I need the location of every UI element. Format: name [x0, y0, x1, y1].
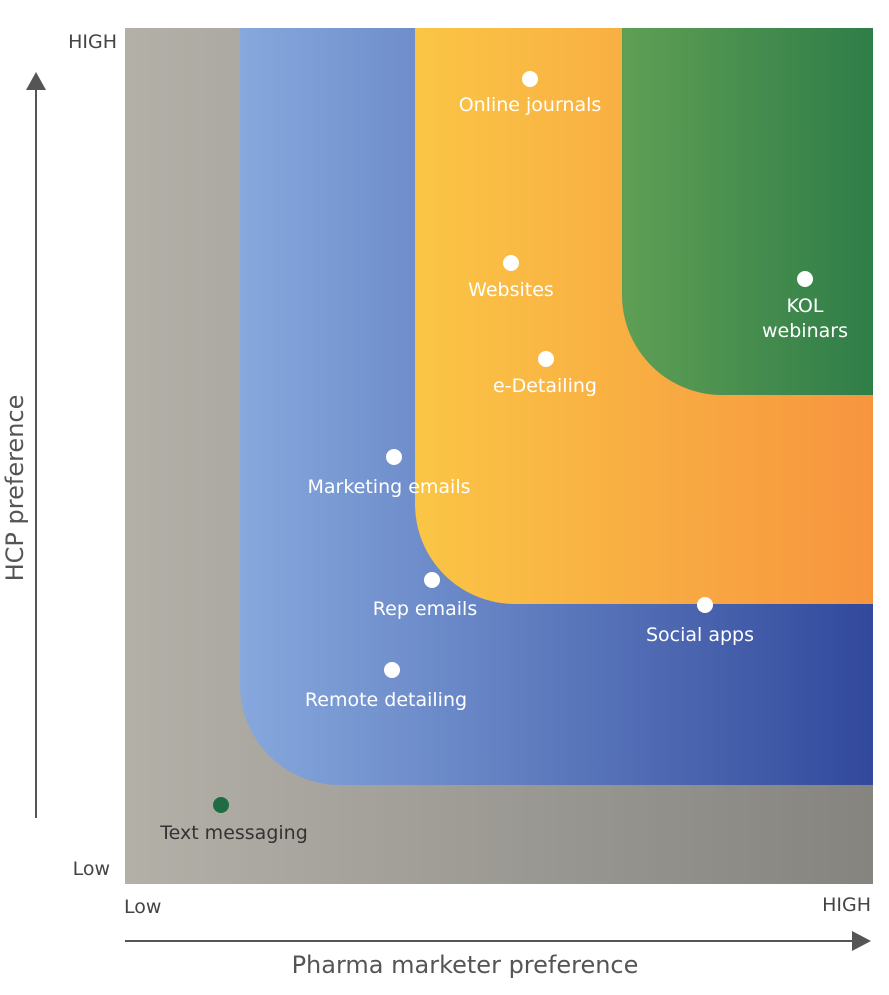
point-label: KOL webinars	[762, 295, 848, 342]
point-label-line: Websites	[468, 279, 554, 301]
x-high-label: HIGH	[822, 894, 871, 916]
point-label: Text messaging	[159, 822, 308, 844]
channel-point: Rep emails	[373, 572, 477, 620]
point-marker	[797, 271, 813, 287]
point-label-line: Rep emails	[373, 598, 477, 620]
y-high-label: HIGH	[68, 31, 117, 53]
point-marker	[213, 797, 229, 813]
point-label-line: Marketing emails	[307, 476, 470, 498]
point-label: Websites	[468, 279, 554, 301]
point-marker	[697, 597, 713, 613]
channel-point: Online journals	[459, 71, 602, 116]
point-label: Social apps	[646, 624, 754, 646]
channel-point: Websites	[468, 255, 554, 301]
channel-point: e-Detailing	[493, 351, 597, 397]
point-label: e-Detailing	[493, 375, 597, 397]
channel-point: Text messaging	[159, 797, 308, 844]
x-axis-arrow	[125, 931, 871, 951]
point-marker	[384, 662, 400, 678]
point-marker	[503, 255, 519, 271]
point-label: Online journals	[459, 94, 602, 116]
channel-point: Marketing emails	[307, 449, 471, 498]
y-axis-title: HCP preference	[1, 395, 29, 582]
point-label: Rep emails	[373, 598, 477, 620]
point-label-line: KOL	[787, 295, 824, 317]
point-label-line: e-Detailing	[493, 375, 597, 397]
point-label-line: Remote detailing	[305, 689, 467, 711]
point-label: Remote detailing	[305, 689, 467, 711]
point-label-line: Social apps	[646, 624, 754, 646]
point-marker	[424, 572, 440, 588]
channel-point: Social apps	[646, 597, 754, 646]
channel-point: KOL webinars	[762, 271, 848, 342]
point-marker	[538, 351, 554, 367]
y-axis-arrow	[26, 72, 46, 818]
point-marker	[386, 449, 402, 465]
zone-green	[622, 28, 873, 395]
point-label-line: webinars	[762, 320, 848, 342]
point-marker	[522, 71, 538, 87]
point-label-line: Text messaging	[159, 822, 308, 844]
y-low-label: Low	[73, 858, 110, 880]
x-axis-title: Pharma marketer preference	[292, 951, 639, 979]
point-label-line: Online journals	[459, 94, 602, 116]
point-label: Marketing emails	[307, 476, 470, 498]
channel-point: Remote detailing	[305, 662, 467, 711]
channel-points: Online journals Websites KOL webinars e-Deta…	[159, 71, 848, 844]
x-low-label: Low	[124, 896, 161, 918]
